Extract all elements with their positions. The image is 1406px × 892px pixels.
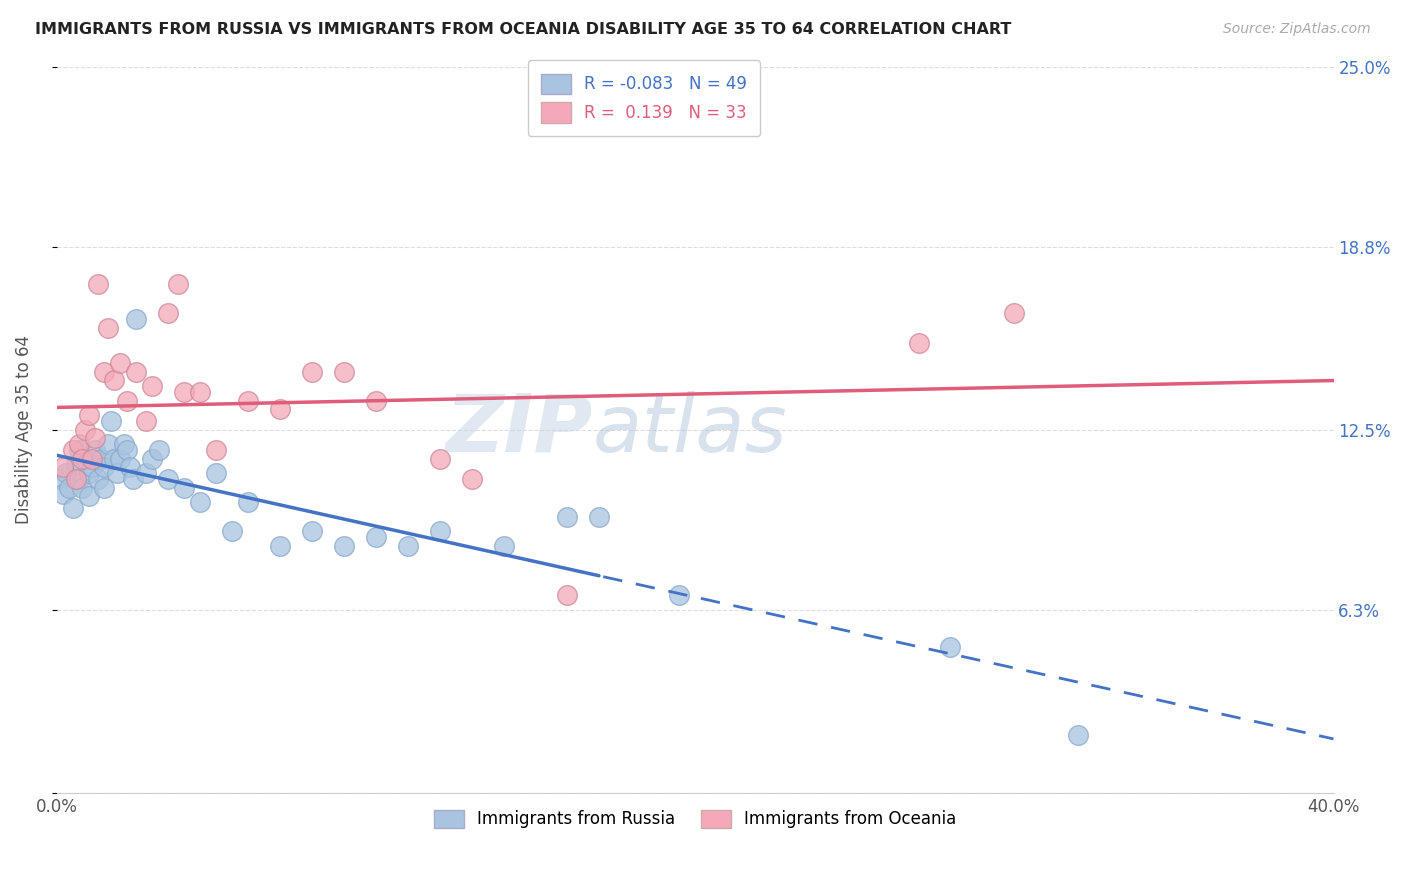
Point — [492, 539, 515, 553]
Point — [115, 442, 138, 457]
Point — [167, 277, 190, 292]
Point — [84, 442, 107, 457]
Point — [103, 373, 125, 387]
Point — [70, 451, 93, 466]
Point — [429, 524, 451, 539]
Point — [364, 393, 387, 408]
Point — [396, 539, 419, 553]
Point — [55, 466, 77, 480]
Text: atlas: atlas — [593, 391, 787, 468]
Point — [135, 414, 157, 428]
Point — [236, 495, 259, 509]
Point — [105, 466, 128, 480]
Point — [157, 472, 180, 486]
Point — [80, 460, 103, 475]
Point — [97, 437, 120, 451]
Point — [269, 402, 291, 417]
Point — [148, 442, 170, 457]
Y-axis label: Disability Age 35 to 64: Disability Age 35 to 64 — [15, 335, 32, 524]
Text: IMMIGRANTS FROM RUSSIA VS IMMIGRANTS FROM OCEANIA DISABILITY AGE 35 TO 64 CORREL: IMMIGRANTS FROM RUSSIA VS IMMIGRANTS FRO… — [35, 22, 1011, 37]
Point — [65, 472, 87, 486]
Point — [58, 481, 80, 495]
Point — [205, 442, 228, 457]
Point — [205, 466, 228, 480]
Text: Source: ZipAtlas.com: Source: ZipAtlas.com — [1223, 22, 1371, 37]
Point — [77, 490, 100, 504]
Point — [269, 539, 291, 553]
Point — [75, 451, 97, 466]
Point — [93, 460, 115, 475]
Point — [333, 365, 356, 379]
Point — [221, 524, 243, 539]
Point — [52, 486, 75, 500]
Point — [588, 509, 610, 524]
Point — [1067, 728, 1090, 742]
Point — [62, 442, 84, 457]
Point — [93, 481, 115, 495]
Point — [301, 524, 323, 539]
Point — [97, 321, 120, 335]
Point — [157, 306, 180, 320]
Point — [173, 384, 195, 399]
Point — [460, 472, 482, 486]
Point — [103, 451, 125, 466]
Point — [668, 588, 690, 602]
Point — [52, 460, 75, 475]
Point — [141, 379, 163, 393]
Point — [125, 365, 148, 379]
Point — [125, 312, 148, 326]
Point — [557, 588, 579, 602]
Point — [939, 640, 962, 655]
Point — [557, 509, 579, 524]
Point — [135, 466, 157, 480]
Point — [429, 451, 451, 466]
Point — [301, 365, 323, 379]
Point — [100, 414, 122, 428]
Point — [65, 458, 87, 472]
Point — [93, 365, 115, 379]
Point — [77, 466, 100, 480]
Text: ZIP: ZIP — [446, 391, 593, 468]
Point — [84, 431, 107, 445]
Point — [80, 451, 103, 466]
Point — [236, 393, 259, 408]
Point — [112, 437, 135, 451]
Point — [110, 356, 132, 370]
Point — [62, 501, 84, 516]
Point — [1002, 306, 1025, 320]
Legend: Immigrants from Russia, Immigrants from Oceania: Immigrants from Russia, Immigrants from … — [427, 803, 963, 835]
Point — [49, 472, 72, 486]
Point — [141, 451, 163, 466]
Point — [173, 481, 195, 495]
Point — [188, 495, 211, 509]
Point — [67, 442, 90, 457]
Point — [90, 451, 112, 466]
Point — [364, 530, 387, 544]
Point — [67, 472, 90, 486]
Point — [87, 472, 110, 486]
Point — [118, 460, 141, 475]
Point — [333, 539, 356, 553]
Point — [67, 437, 90, 451]
Point — [87, 277, 110, 292]
Point — [75, 423, 97, 437]
Point — [188, 384, 211, 399]
Point — [77, 408, 100, 422]
Point — [110, 451, 132, 466]
Point — [115, 393, 138, 408]
Point — [122, 472, 145, 486]
Point — [907, 335, 929, 350]
Point — [70, 481, 93, 495]
